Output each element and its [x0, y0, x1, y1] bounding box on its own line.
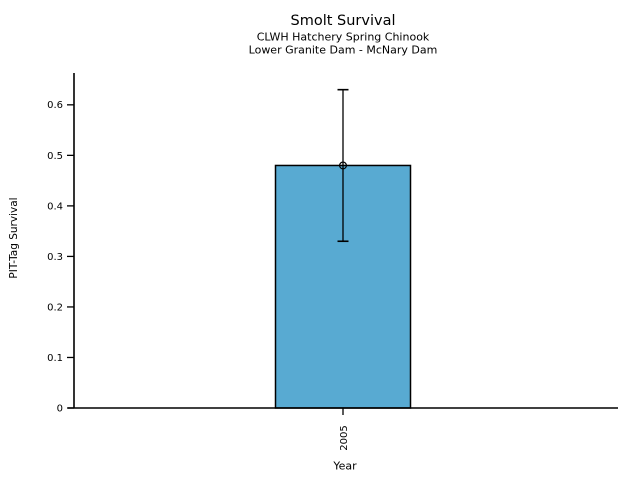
- data-point-marker: [339, 161, 348, 170]
- y-tick-label: 0: [57, 403, 63, 414]
- x-axis-title: Year: [333, 459, 357, 473]
- y-tick-label: 0.4: [47, 201, 63, 212]
- chart-title: Smolt Survival: [290, 13, 396, 29]
- x-tick-label: 2005: [339, 425, 350, 450]
- y-tick-label: 0.5: [47, 151, 63, 162]
- y-tick-label: 0.2: [47, 302, 63, 313]
- y-tick-label: 0.3: [47, 252, 63, 263]
- y-tick-label: 0.6: [47, 100, 63, 111]
- y-tick-label: 0.1: [47, 353, 63, 364]
- chart-subtitle-line1: CLWH Hatchery Spring Chinook: [256, 30, 430, 44]
- chart-subtitle-line2: Lower Granite Dam - McNary Dam: [248, 43, 438, 57]
